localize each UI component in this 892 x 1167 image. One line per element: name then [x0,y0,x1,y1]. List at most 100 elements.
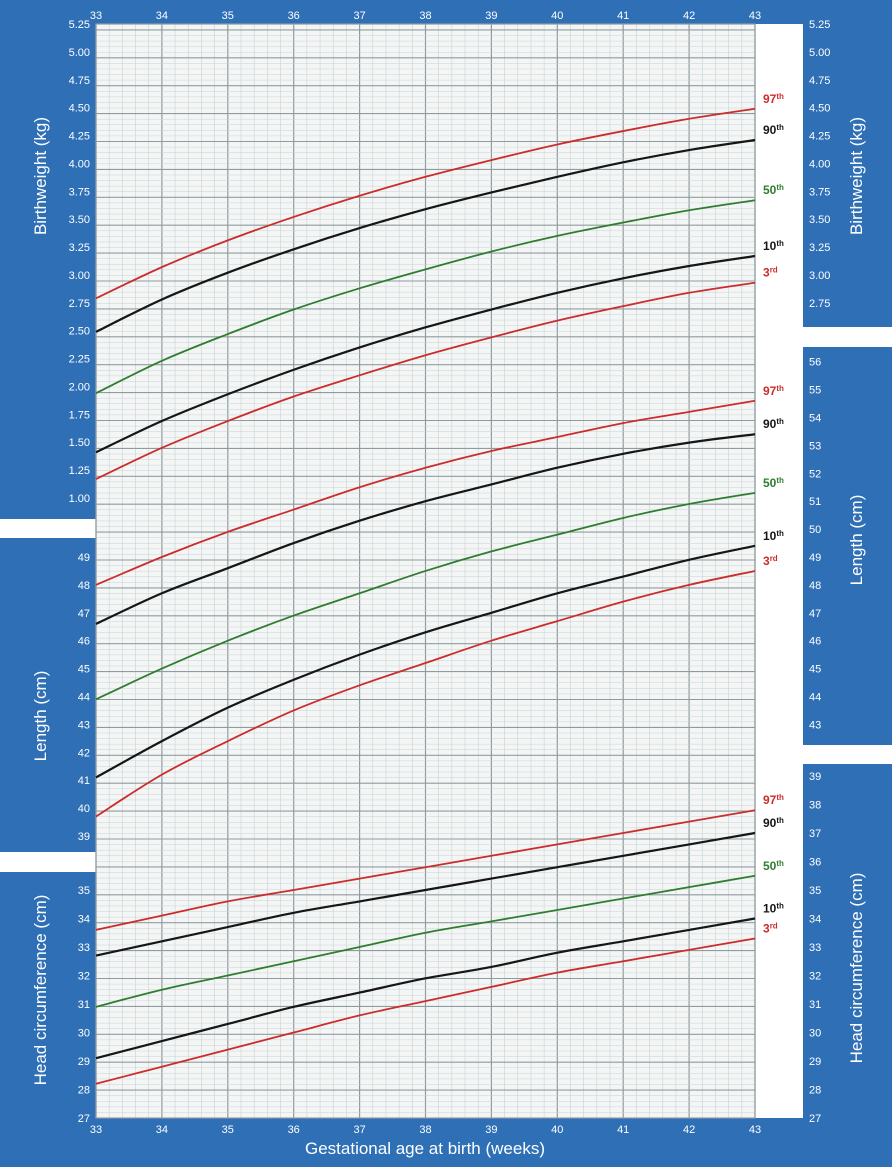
length-right-tick-label: 55 [809,385,821,397]
x-tick-label-bottom: 40 [551,1124,563,1136]
length-left-tick-label: 49 [78,552,90,564]
birthweight-label-3rd: 3rd [763,266,778,280]
x-tick-label-top: 43 [749,10,761,22]
length-right-tick-label: 50 [809,524,821,536]
head_circumference-left-tick-label: 30 [78,1028,90,1040]
length-right-tick-label: 53 [809,440,821,452]
length-left-tick-label: 48 [78,580,90,592]
length-right-tick-label: 52 [809,468,821,480]
birthweight-left-tick-label: 2.75 [69,298,90,310]
head_circumference-right-tick-label: 29 [809,1056,821,1068]
length-right-tick-label: 48 [809,580,821,592]
length-left-tick-label: 39 [78,831,90,843]
head_circumference-curve-90th [95,831,756,957]
birthweight-left-tick-label: 4.00 [69,158,90,170]
birthweight-curve-50th [95,199,756,394]
bottom-axis-band [0,1118,892,1167]
length-curve-10th [95,544,756,779]
head_circumference-label-3rd: 3rd [763,921,778,935]
x-tick-label-bottom: 38 [419,1124,431,1136]
head_circumference-right-tick-label: 32 [809,971,821,983]
x-tick-label-bottom: 33 [90,1124,102,1136]
head_circumference-left-tick-label: 27 [78,1113,90,1125]
head_circumference-curve-50th [95,874,756,1008]
length-curve-97th [95,399,756,586]
head_circumference-right-tick-label: 33 [809,942,821,954]
head_circumference-left-tick-label: 34 [78,914,90,926]
birthweight-left-tick-label: 1.00 [69,493,90,505]
head_circumference-left-axis-title: Head circumference (cm) [31,895,50,1086]
length-right-tick-label: 43 [809,719,821,731]
x-tick-label-bottom: 37 [353,1124,365,1136]
birthweight-left-tick-label: 2.50 [69,326,90,338]
head_circumference-left-tick-label: 35 [78,885,90,897]
head_circumference-right-panel [803,764,892,1118]
head_circumference-left-tick-label: 32 [78,971,90,983]
birthweight-right-axis-title: Birthweight (kg) [847,117,866,235]
length-right-tick-label: 47 [809,608,821,620]
head_circumference-right-tick-label: 39 [809,771,821,783]
x-tick-label-bottom: 34 [156,1124,168,1136]
length-right-tick-label: 51 [809,496,821,508]
head_circumference-left-tick-label: 28 [78,1085,90,1097]
birthweight-curve-3rd [95,281,756,480]
length-left-axis-title: Length (cm) [31,671,50,762]
x-tick-label-bottom: 35 [222,1124,234,1136]
birthweight-left-tick-label: 4.50 [69,103,90,115]
head_circumference-right-tick-label: 36 [809,857,821,869]
birthweight-left-tick-label: 4.75 [69,75,90,87]
length-left-tick-label: 43 [78,719,90,731]
length-curve-50th [95,491,756,701]
x-tick-label-top: 39 [485,10,497,22]
head_circumference-right-tick-label: 38 [809,800,821,812]
birthweight-left-tick-label: 1.25 [69,465,90,477]
length-left-tick-label: 47 [78,608,90,620]
birthweight-left-tick-label: 3.00 [69,270,90,282]
length-curve-90th [95,433,756,625]
top-axis-band [0,0,892,24]
head_circumference-right-tick-label: 31 [809,999,821,1011]
birthweight-right-tick-label: 4.25 [809,131,830,143]
birthweight-left-tick-label: 3.25 [69,242,90,254]
x-tick-label-top: 37 [353,10,365,22]
birthweight-right-tick-label: 3.00 [809,270,830,282]
head_circumference-label-50th: 50th [763,859,784,873]
length-right-tick-label: 45 [809,664,821,676]
x-tick-label-bottom: 43 [749,1124,761,1136]
head_circumference-right-tick-label: 30 [809,1028,821,1040]
birthweight-label-97th: 97th [763,92,784,106]
head_circumference-right-tick-label: 34 [809,914,821,926]
head_circumference-right-tick-label: 28 [809,1085,821,1097]
head_circumference-right-axis-title: Head circumference (cm) [847,873,866,1064]
head_circumference-left-tick-label: 29 [78,1056,90,1068]
length-left-tick-label: 45 [78,664,90,676]
birthweight-left-tick-label: 1.75 [69,409,90,421]
birthweight-curve-10th [95,254,756,454]
birthweight-label-90th: 90th [763,123,784,137]
x-tick-label-bottom: 36 [288,1124,300,1136]
length-right-panel [803,347,892,745]
birthweight-left-axis-title: Birthweight (kg) [31,117,50,235]
head_circumference-label-90th: 90th [763,816,784,830]
birthweight-right-tick-label: 2.75 [809,298,830,310]
x-tick-label-bottom: 41 [617,1124,629,1136]
birthweight-right-panel [803,24,892,327]
x-tick-label-top: 34 [156,10,168,22]
x-tick-label-top: 38 [419,10,431,22]
length-left-tick-label: 46 [78,636,90,648]
x-tick-label-top: 41 [617,10,629,22]
birthweight-label-10th: 10th [763,239,784,253]
birthweight-label-50th: 50th [763,183,784,197]
head_circumference-curve-10th [95,917,756,1060]
length-left-tick-label: 40 [78,803,90,815]
birthweight-right-tick-label: 4.50 [809,103,830,115]
length-right-tick-label: 46 [809,636,821,648]
length-left-tick-label: 44 [78,692,90,704]
percentile-labels: 97th 90th 50th 10th 3rd 97th 90th 50th 10th 3rd 97… [763,92,784,936]
x-tick-label-top: 36 [288,10,300,22]
head_circumference-left-tick-label: 31 [78,999,90,1011]
x-axis-title: Gestational age at birth (weeks) [305,1139,545,1158]
birthweight-left-tick-label: 3.50 [69,214,90,226]
x-tick-label-bottom: 42 [683,1124,695,1136]
